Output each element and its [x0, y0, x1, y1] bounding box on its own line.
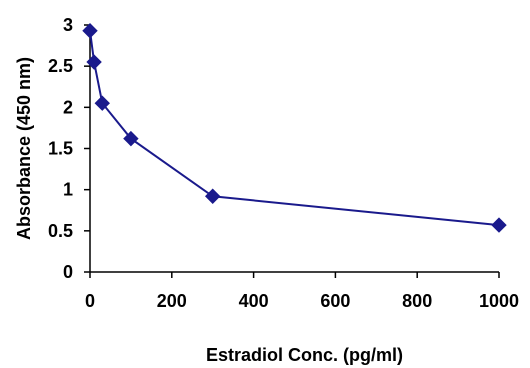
y-tick-label: 1 — [63, 180, 73, 200]
data-point — [94, 95, 110, 111]
y-tick-label: 0 — [63, 262, 73, 282]
y-tick-label: 2 — [63, 97, 73, 117]
series-layer — [82, 23, 507, 233]
y-axis-title: Absorbance (450 nm) — [14, 57, 34, 240]
data-point — [123, 130, 139, 147]
x-tick-label: 200 — [157, 291, 187, 311]
data-point — [82, 23, 98, 39]
y-tick-label: 3 — [63, 15, 73, 35]
x-tick-label: 800 — [402, 291, 432, 311]
x-axis-title: Estradiol Conc. (pg/ml) — [206, 345, 403, 365]
data-point — [204, 188, 221, 204]
x-tick-label: 600 — [320, 291, 350, 311]
x-tick-label: 1000 — [479, 291, 519, 311]
series-line — [89, 30, 500, 227]
data-point — [491, 217, 507, 233]
x-tick-label: 0 — [85, 291, 95, 311]
data-point — [86, 54, 102, 70]
labels: Estradiol Conc. (pg/ml) Absorbance (450 … — [14, 15, 519, 365]
x-tick-label: 400 — [239, 291, 269, 311]
y-tick-label: 0.5 — [48, 221, 73, 241]
y-tick-label: 2.5 — [48, 56, 73, 76]
y-tick-label: 1.5 — [48, 139, 73, 159]
axes — [84, 24, 500, 278]
